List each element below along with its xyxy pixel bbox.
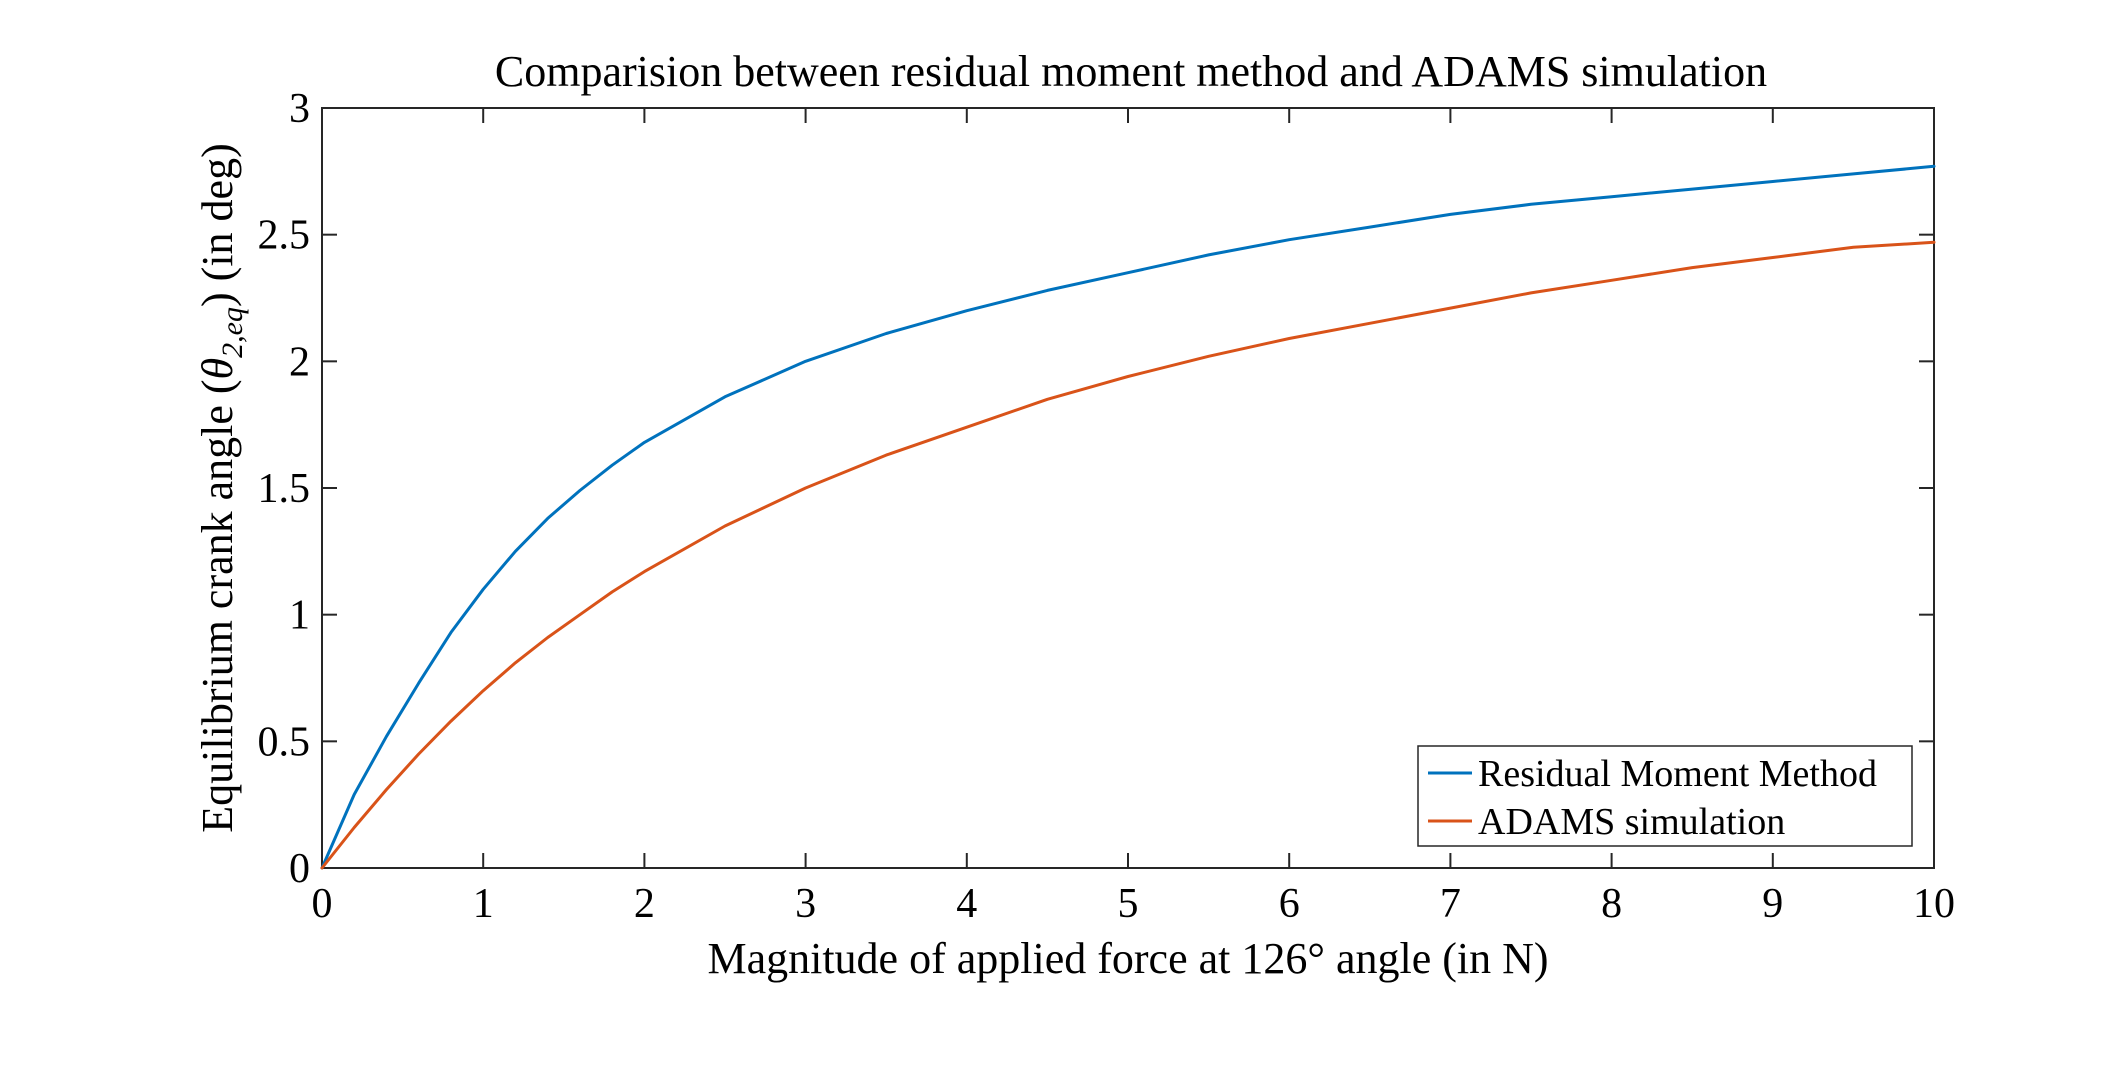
x-tick-label: 3 — [795, 881, 816, 927]
y-tick-label: 0.5 — [258, 719, 311, 765]
y-axis-label-tail: ) (in deg) — [193, 143, 242, 307]
y-tick-label: 3 — [289, 86, 310, 132]
y-axis-label: Equilibrium crank angle (θ2,eq) (in deg) — [193, 143, 249, 832]
x-tick-label: 6 — [1279, 881, 1300, 927]
series-lines — [320, 164, 1936, 870]
plot-area — [321, 107, 1935, 869]
y-tick-label: 1.5 — [258, 466, 311, 512]
x-tick-label: 7 — [1440, 881, 1461, 927]
y-tick-label: 2.5 — [258, 213, 311, 259]
legend: Residual Moment Method ADAMS simulation — [1417, 745, 1913, 847]
series-line-residual-moment-method — [320, 164, 1936, 870]
axis-ticks — [321, 107, 1935, 869]
x-tick-label: 1 — [473, 881, 494, 927]
x-tick-label: 9 — [1762, 881, 1783, 927]
legend-box — [1417, 745, 1913, 847]
y-axis-label-symbol: θ — [193, 358, 242, 380]
y-tick-labels: 0 0.5 1 1.5 2 2.5 3 — [258, 86, 311, 892]
y-tick-label: 1 — [289, 593, 310, 639]
legend-label-adams-simulation: ADAMS simulation — [1478, 801, 1785, 843]
x-tick-label: 0 — [312, 881, 333, 927]
y-axis-label-subscript: 2,eq — [216, 307, 249, 358]
chart-title: Comparision between residual moment meth… — [495, 47, 1767, 96]
x-axis-label: Magnitude of applied force at 126° angle… — [707, 934, 1548, 983]
y-axis-label-main: Equilibrium crank angle ( — [193, 379, 242, 832]
y-tick-label: 0 — [289, 846, 310, 892]
x-tick-label: 2 — [634, 881, 655, 927]
x-tick-label: 5 — [1118, 881, 1139, 927]
x-tick-label: 4 — [956, 881, 977, 927]
x-tick-labels: 0 1 2 3 4 5 6 7 8 9 10 — [312, 881, 1956, 927]
x-tick-label: 8 — [1601, 881, 1622, 927]
series-line-adams-simulation — [320, 240, 1936, 870]
x-tick-label: 10 — [1913, 881, 1955, 927]
legend-label-residual-moment-method: Residual Moment Method — [1478, 753, 1877, 795]
y-tick-label: 2 — [289, 339, 310, 385]
